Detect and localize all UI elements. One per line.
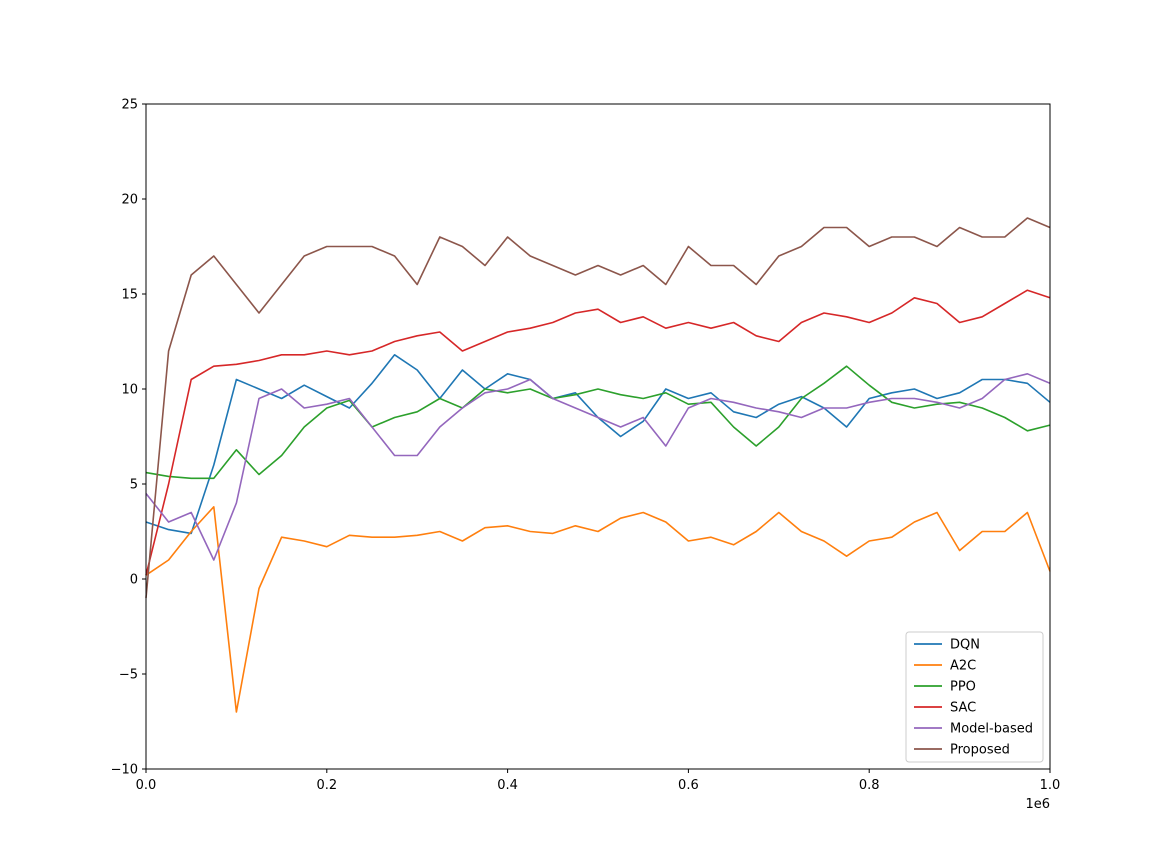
plot-frame xyxy=(145,103,1051,770)
y-tick-label: −10 xyxy=(111,763,138,778)
legend-label: Model-based xyxy=(950,722,1033,737)
series-layer xyxy=(145,217,1051,713)
series-line-model-based xyxy=(145,372,1051,561)
y-tick-label: 0 xyxy=(130,573,138,588)
x-tick-label: 0.2 xyxy=(316,778,337,793)
y-tick-label: −5 xyxy=(119,668,138,683)
series-line-sac xyxy=(145,289,1051,576)
legend-label: Proposed xyxy=(950,743,1010,758)
y-tick-label: 5 xyxy=(130,478,138,493)
x-tick-label: 0.8 xyxy=(859,778,880,793)
legend-label: SAC xyxy=(950,701,976,716)
x-tick-label: 0.0 xyxy=(136,778,157,793)
legend-label: A2C xyxy=(950,659,976,674)
x-tick-label: 0.6 xyxy=(678,778,699,793)
x-axis: 0.0 0.2 0.4 0.6 0.8 1.0 xyxy=(136,769,1061,793)
y-axis: −10 −5 0 5 10 15 20 25 xyxy=(111,98,146,778)
x-axis-offset-label: 1e6 xyxy=(1025,797,1050,812)
legend-label: PPO xyxy=(950,680,976,695)
x-tick-label: 0.4 xyxy=(497,778,518,793)
series-line-proposed xyxy=(145,217,1051,599)
legend: DQN A2C PPO SAC Model-based Proposed xyxy=(905,631,1044,763)
y-tick-label: 20 xyxy=(121,193,138,208)
y-tick-label: 15 xyxy=(121,288,138,303)
series-line-ppo xyxy=(145,365,1051,480)
legend-label: DQN xyxy=(950,638,980,653)
y-tick-label: 25 xyxy=(121,98,138,113)
y-tick-label: 10 xyxy=(121,383,138,398)
x-tick-label: 1.0 xyxy=(1040,778,1061,793)
series-line-a2c xyxy=(145,505,1051,713)
